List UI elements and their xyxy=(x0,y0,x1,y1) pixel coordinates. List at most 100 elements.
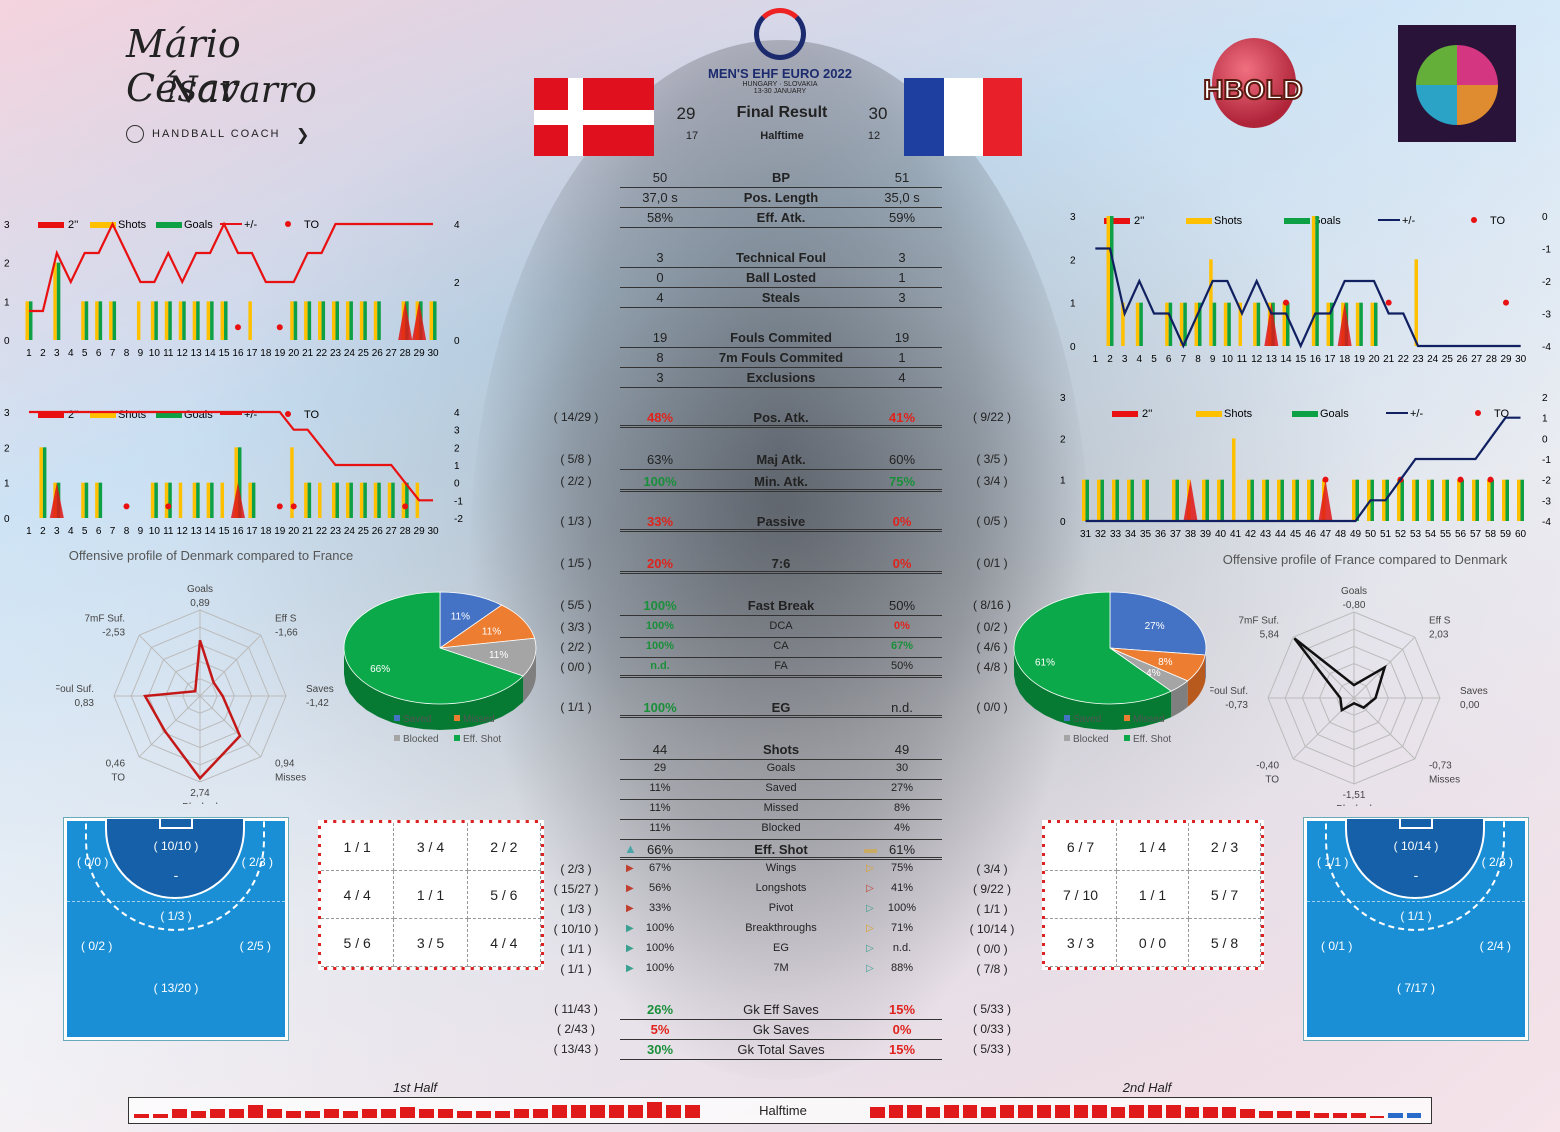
radar-axis-value: 0,00 xyxy=(1460,700,1480,711)
radar-axis-value: 2,03 xyxy=(1429,629,1449,640)
radar-axis xyxy=(138,695,201,758)
radar-axis-name: Eff S xyxy=(275,613,297,624)
stat-away-value: 50% xyxy=(888,598,916,613)
home-half-score: 17 xyxy=(685,130,699,142)
court-pivot: ( 1/1 ) xyxy=(1400,909,1432,923)
y2-tick-label: -3 xyxy=(1542,496,1551,507)
y-tick-label: 1 xyxy=(1070,299,1076,310)
timeline-bar xyxy=(1147,1104,1162,1118)
timeline-bar xyxy=(1221,1106,1236,1118)
x-tick-label: 37 xyxy=(1170,529,1182,540)
stat-row-technical-foul: 3 Technical Foul 3 xyxy=(620,248,942,268)
shots-bar xyxy=(1370,302,1374,346)
stat-away-ratio: ( 0/33 ) xyxy=(972,1022,1011,1036)
pie-slice xyxy=(439,604,536,649)
legend-goals-text: Goals xyxy=(184,409,213,421)
stat-row-eg: 100% EG n.d. xyxy=(620,940,942,960)
stat-away-ratio: ( 1/1 ) xyxy=(976,902,1008,916)
stat-away-value: 3 xyxy=(898,290,906,305)
legend-exclusion-text: 2'' xyxy=(1134,215,1144,227)
pie-france: 27% 8%4% 61% Saved Missed Blocked Eff. Shot xyxy=(1013,591,1207,745)
court-left-back: ( 0/1 ) xyxy=(1321,939,1353,953)
shots-bar xyxy=(1253,302,1257,346)
stat-home-value: 100% xyxy=(645,962,675,974)
pie-slice xyxy=(1109,591,1207,656)
radar-axis-name: Blocked xyxy=(1336,804,1372,806)
goal-zone-cell: 1 / 1 xyxy=(394,871,468,919)
y-tick-label: 1 xyxy=(4,479,10,490)
shots-bar xyxy=(1412,479,1416,521)
legend-goals-swatch xyxy=(1284,218,1310,224)
shots-bar xyxy=(387,482,392,518)
timeline-bar xyxy=(1036,1104,1051,1118)
radar-fr-title: Offensive profile of France compared to … xyxy=(1222,552,1508,567)
exclusion-triangle xyxy=(1337,302,1352,346)
goals-bar xyxy=(1100,479,1104,521)
stat-row-pos-length: 37,0 s Pos. Length 35,0 s xyxy=(620,188,942,208)
goals-bar xyxy=(363,301,367,340)
x-tick-label: 3 xyxy=(54,526,60,537)
radar-axis-name: 7mF Suf. xyxy=(1238,615,1279,626)
exclusion-triangle xyxy=(1183,479,1198,521)
shots-bar xyxy=(150,482,155,518)
pie-slice-label: 27% xyxy=(1145,621,1165,632)
pie-legend-swatch xyxy=(1124,715,1130,721)
court-left-back: ( 0/2 ) xyxy=(81,939,113,953)
legend-exclusion-text: 2'' xyxy=(68,219,78,231)
goal-zone-cell: 5 / 6 xyxy=(321,919,395,967)
shots-bar xyxy=(318,482,322,518)
timeline-first-label: 1st Half xyxy=(392,1080,438,1095)
stat-away-ratio: ( 9/22 ) xyxy=(972,410,1011,424)
shots-bar xyxy=(1127,479,1131,521)
goals-bar xyxy=(307,301,312,340)
radar-axis-name: 7mF Suf. xyxy=(84,613,125,624)
x-tick-label: 9 xyxy=(138,348,144,359)
shots-bar xyxy=(304,482,308,518)
radar-axis xyxy=(138,634,201,697)
pie-slice-side xyxy=(1205,651,1206,682)
timeline-bar xyxy=(343,1111,358,1118)
turnover-dot xyxy=(290,503,297,510)
timeline-bar xyxy=(248,1104,263,1118)
stat-home-value: 100% xyxy=(645,942,675,954)
x-tick-label: 24 xyxy=(1427,354,1439,365)
timeline-bar xyxy=(286,1111,301,1118)
shots-bar xyxy=(95,301,99,340)
timeline-bar xyxy=(552,1104,567,1118)
goals-bar xyxy=(210,301,214,340)
x-tick-label: 26 xyxy=(1456,354,1468,365)
x-tick-label: 8 xyxy=(1195,354,1201,365)
x-tick-label: 9 xyxy=(1210,354,1216,365)
radar-axis-value: 0,94 xyxy=(275,759,295,770)
timeline-bar xyxy=(1203,1106,1218,1118)
court-pivot: ( 1/3 ) xyxy=(160,909,192,923)
x-tick-label: 24 xyxy=(344,348,356,359)
timeline-bar xyxy=(362,1109,377,1118)
shots-bar xyxy=(1232,438,1236,521)
stat-away-ratio: ( 10/14 ) xyxy=(969,922,1015,936)
x-tick-label: 21 xyxy=(302,526,314,537)
shots-bar xyxy=(1487,479,1491,521)
stat-label: FA xyxy=(774,660,788,672)
goals-bar xyxy=(1256,302,1261,346)
timeline-bar xyxy=(229,1109,244,1118)
x-tick-label: 2 xyxy=(40,526,46,537)
timeline-bar xyxy=(514,1109,529,1118)
stat-away-value: 1 xyxy=(898,270,906,285)
shots-bar xyxy=(1106,216,1110,346)
shots-bar xyxy=(178,482,183,518)
y2-tick-label: 2 xyxy=(454,278,460,289)
pie-slice-side xyxy=(1171,680,1188,718)
pie-legend-text: Eff. Shot xyxy=(1133,734,1171,745)
y2-tick-label: -3 xyxy=(1542,310,1551,321)
pie-legend-text: Eff. Shot xyxy=(463,734,501,745)
radar-axis-value: -0,80 xyxy=(1343,600,1366,611)
goal-zone-cell: 5 / 6 xyxy=(467,871,541,919)
goal-zone-cell: 0 / 0 xyxy=(1117,919,1189,967)
shots-bar xyxy=(1355,302,1360,346)
timeline-bar xyxy=(628,1104,643,1118)
y2-tick-label: -2 xyxy=(1542,476,1551,487)
x-tick-label: 28 xyxy=(1486,354,1498,365)
shots-bar xyxy=(109,301,113,340)
